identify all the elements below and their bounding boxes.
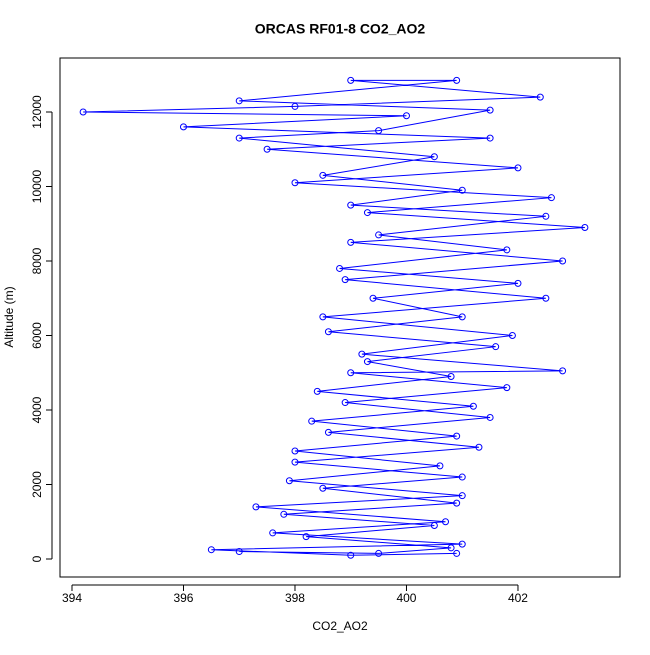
x-tick-label: 400 bbox=[396, 591, 416, 605]
data-point bbox=[313, 387, 321, 395]
data-point bbox=[486, 134, 494, 142]
y-tick-label: 10000 bbox=[30, 170, 44, 204]
data-point bbox=[542, 294, 550, 302]
data-point bbox=[207, 546, 215, 554]
data-point bbox=[514, 164, 522, 172]
y-tick-label: 2000 bbox=[30, 471, 44, 498]
data-point bbox=[324, 328, 332, 336]
data-point bbox=[536, 93, 544, 101]
data-point bbox=[559, 257, 567, 265]
data-point bbox=[375, 231, 383, 239]
data-point bbox=[492, 343, 500, 351]
data-point bbox=[458, 492, 466, 500]
data-point bbox=[375, 549, 383, 557]
data-point bbox=[235, 548, 243, 556]
plot-frame bbox=[59, 57, 621, 578]
data-point bbox=[280, 510, 288, 518]
data-line bbox=[83, 79, 585, 556]
data-point bbox=[291, 102, 299, 110]
data-point bbox=[453, 549, 461, 557]
data-point bbox=[369, 294, 377, 302]
y-tick-label: 8000 bbox=[30, 247, 44, 274]
data-point bbox=[453, 499, 461, 507]
data-point bbox=[319, 484, 327, 492]
data-point bbox=[319, 313, 327, 321]
data-point bbox=[347, 238, 355, 246]
y-tick-label: 4000 bbox=[30, 396, 44, 423]
y-tick-label: 6000 bbox=[30, 322, 44, 349]
data-point bbox=[363, 358, 371, 366]
data-point bbox=[347, 76, 355, 84]
data-point bbox=[319, 171, 327, 179]
data-point bbox=[358, 350, 366, 358]
data-point bbox=[469, 402, 477, 410]
x-tick-label: 398 bbox=[285, 591, 305, 605]
y-tick-label: 0 bbox=[30, 555, 44, 562]
data-point bbox=[503, 246, 511, 254]
data-point bbox=[458, 540, 466, 548]
data-point bbox=[308, 417, 316, 425]
data-point bbox=[285, 477, 293, 485]
data-point bbox=[79, 108, 87, 116]
x-tick-label: 402 bbox=[508, 591, 528, 605]
data-point bbox=[514, 279, 522, 287]
data-point bbox=[458, 186, 466, 194]
data-point bbox=[341, 399, 349, 407]
data-point bbox=[430, 521, 438, 529]
data-point bbox=[430, 153, 438, 161]
y-axis-label: Altitude (m) bbox=[2, 286, 16, 347]
data-point bbox=[453, 432, 461, 440]
data-point bbox=[486, 106, 494, 114]
data-point bbox=[442, 518, 450, 526]
data-point bbox=[547, 194, 555, 202]
data-point bbox=[542, 212, 550, 220]
data-point bbox=[235, 134, 243, 142]
data-point bbox=[453, 76, 461, 84]
x-tick-label: 394 bbox=[62, 591, 82, 605]
data-point bbox=[324, 428, 332, 436]
data-point bbox=[402, 112, 410, 120]
data-point bbox=[458, 313, 466, 321]
x-axis-label: CO2_AO2 bbox=[312, 619, 368, 633]
data-point bbox=[363, 209, 371, 217]
data-point bbox=[503, 384, 511, 392]
data-point bbox=[347, 369, 355, 377]
data-point bbox=[235, 97, 243, 105]
data-point bbox=[486, 413, 494, 421]
data-point bbox=[447, 544, 455, 552]
data-point bbox=[347, 551, 355, 559]
data-point bbox=[581, 223, 589, 231]
data-point bbox=[179, 123, 187, 131]
data-point bbox=[291, 458, 299, 466]
data-point bbox=[302, 533, 310, 541]
data-point bbox=[559, 367, 567, 375]
data-point bbox=[436, 462, 444, 470]
data-point bbox=[291, 179, 299, 187]
data-point bbox=[252, 503, 260, 511]
data-point bbox=[375, 127, 383, 135]
data-point bbox=[336, 264, 344, 272]
data-point bbox=[263, 145, 271, 153]
data-point bbox=[447, 372, 455, 380]
chart-title: ORCAS RF01-8 CO2_AO2 bbox=[255, 21, 426, 37]
data-point bbox=[508, 332, 516, 340]
x-tick-label: 396 bbox=[173, 591, 193, 605]
data-point bbox=[269, 529, 277, 537]
y-tick-label: 12000 bbox=[30, 95, 44, 129]
data-point bbox=[458, 473, 466, 481]
data-point bbox=[347, 201, 355, 209]
data-point bbox=[475, 443, 483, 451]
data-point bbox=[341, 276, 349, 284]
data-point bbox=[291, 447, 299, 455]
